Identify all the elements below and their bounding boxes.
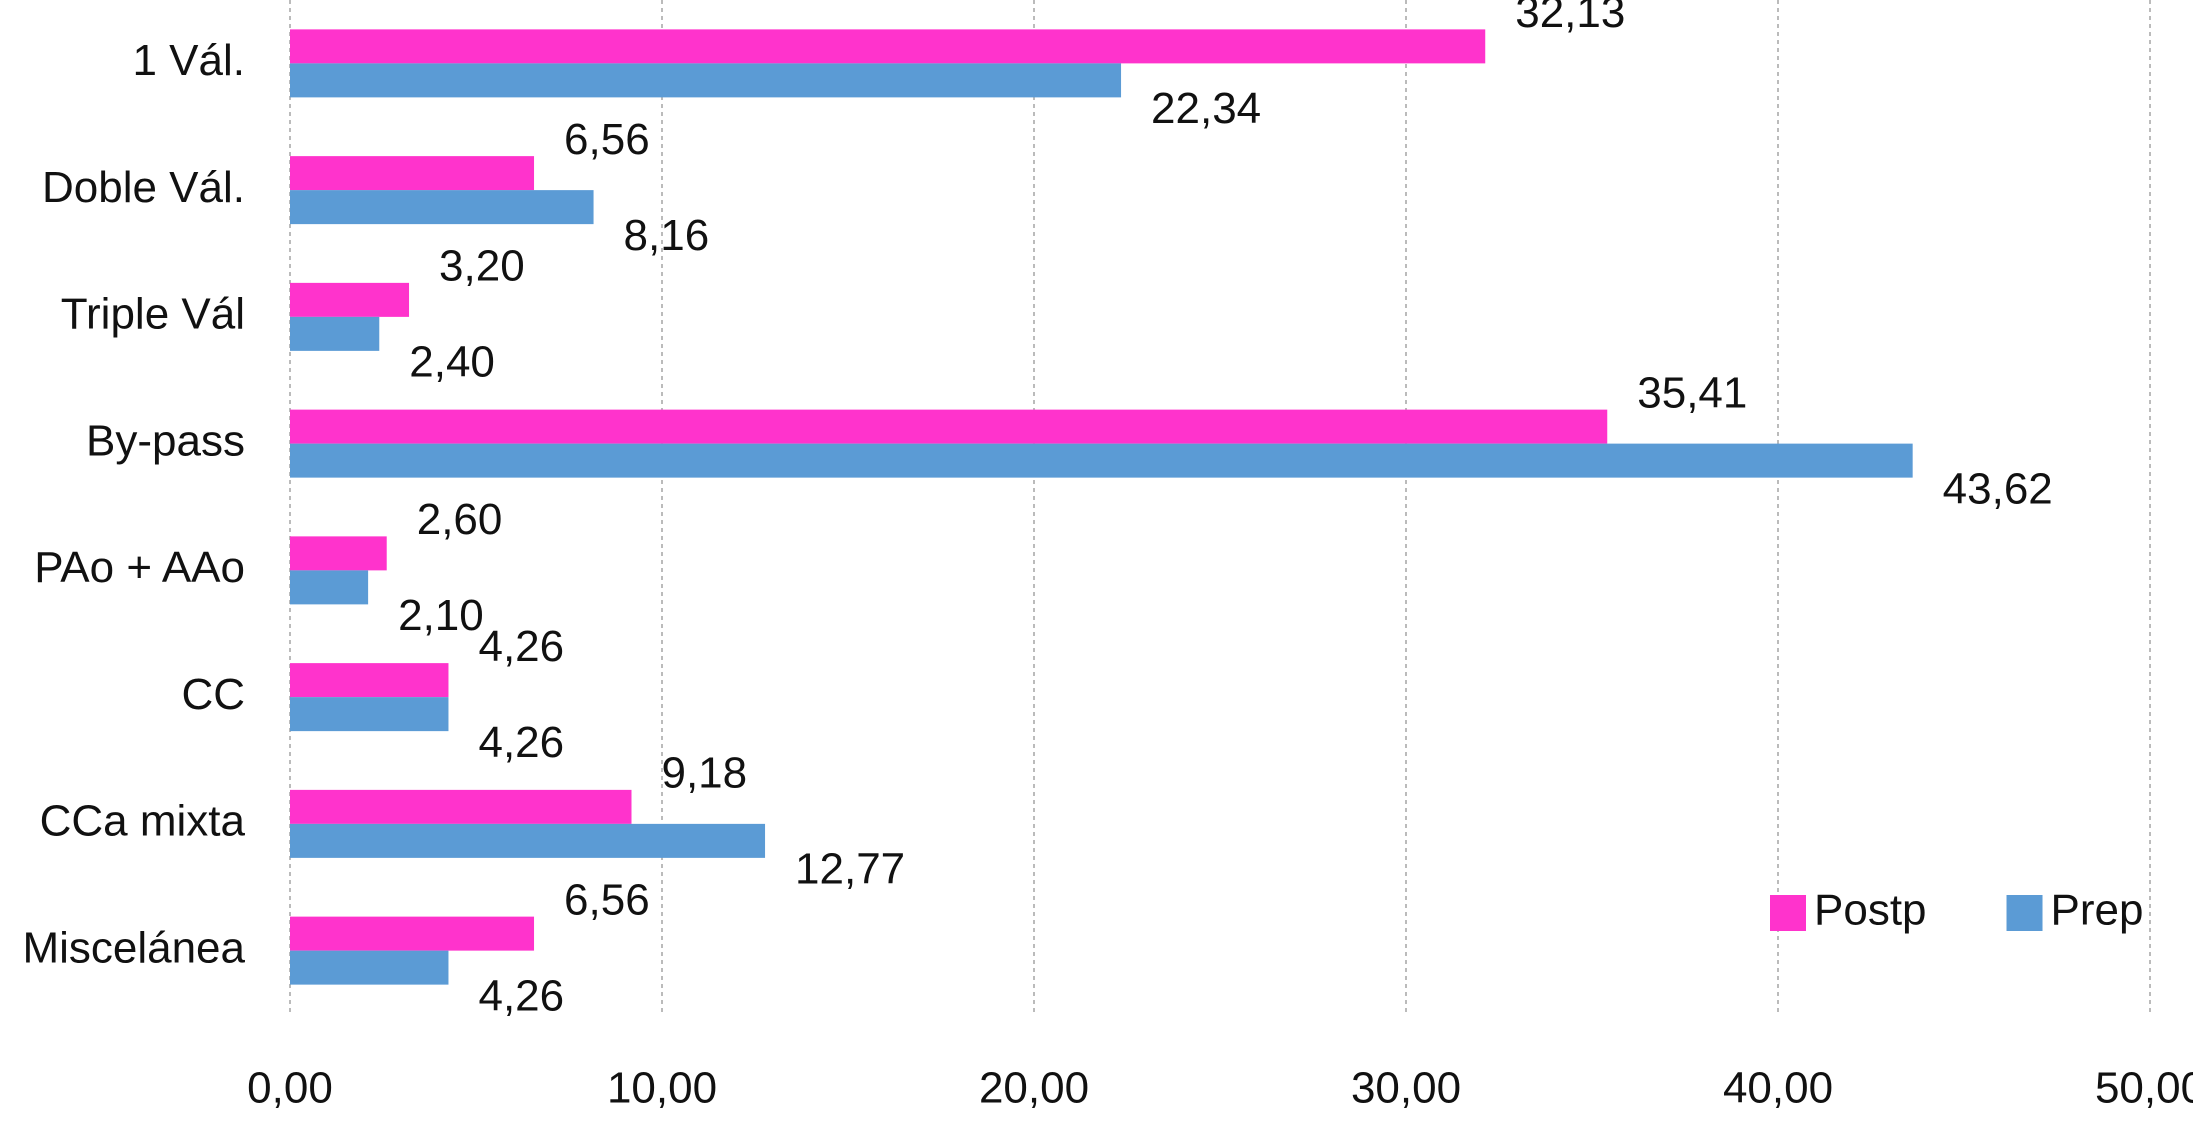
data-label: 32,13 xyxy=(1515,0,1625,37)
data-label: 4,26 xyxy=(478,622,564,671)
data-label: 43,62 xyxy=(1943,464,2053,513)
data-label: 4,26 xyxy=(478,971,564,1020)
y-tick-label: Doble Vál. xyxy=(42,163,245,212)
x-tick-label: 40,00 xyxy=(1723,1064,1833,1113)
data-label: 6,56 xyxy=(564,875,650,924)
bar xyxy=(290,443,1913,478)
x-tick-label: 30,00 xyxy=(1351,1064,1461,1113)
bar xyxy=(290,697,449,732)
bar xyxy=(290,916,535,951)
data-label: 6,56 xyxy=(564,115,650,164)
bar xyxy=(290,316,380,351)
bar xyxy=(290,29,1486,64)
bar xyxy=(290,536,387,571)
data-label: 9,18 xyxy=(661,749,747,798)
x-tick-label: 0,00 xyxy=(247,1064,333,1113)
y-tick-label: By-pass xyxy=(86,416,245,465)
data-label: 8,16 xyxy=(624,211,710,260)
bar xyxy=(290,409,1608,444)
y-tick-label: Triple Vál xyxy=(61,290,245,339)
data-label: 2,60 xyxy=(417,495,503,544)
data-label: 22,34 xyxy=(1151,84,1261,133)
data-label: 35,41 xyxy=(1637,368,1747,417)
bar xyxy=(290,63,1122,98)
data-label: 12,77 xyxy=(795,845,905,894)
y-tick-label: Miscelánea xyxy=(22,923,245,972)
y-tick-label: PAo + AAo xyxy=(34,543,245,592)
x-tick-label: 10,00 xyxy=(607,1064,717,1113)
x-tick-label: 50,00 xyxy=(2095,1064,2193,1113)
data-label: 3,20 xyxy=(439,242,525,291)
legend-swatch xyxy=(1770,895,1806,931)
legend-label: Postp xyxy=(1814,886,1927,935)
bar xyxy=(290,823,766,858)
data-label: 4,26 xyxy=(478,718,564,767)
data-label: 2,10 xyxy=(398,591,484,640)
y-tick-label: CCa mixta xyxy=(40,797,246,846)
y-tick-label: CC xyxy=(181,670,245,719)
legend-label: Prep xyxy=(2051,886,2144,935)
bar xyxy=(290,663,449,698)
bar xyxy=(290,282,410,317)
bar xyxy=(290,950,449,985)
data-label: 2,40 xyxy=(409,338,495,387)
bar xyxy=(290,190,594,225)
bar xyxy=(290,156,535,191)
y-tick-label: 1 Vál. xyxy=(132,36,245,85)
bar xyxy=(290,789,632,824)
bar xyxy=(290,570,369,605)
legend-swatch xyxy=(2006,895,2043,931)
x-tick-label: 20,00 xyxy=(979,1064,1089,1113)
